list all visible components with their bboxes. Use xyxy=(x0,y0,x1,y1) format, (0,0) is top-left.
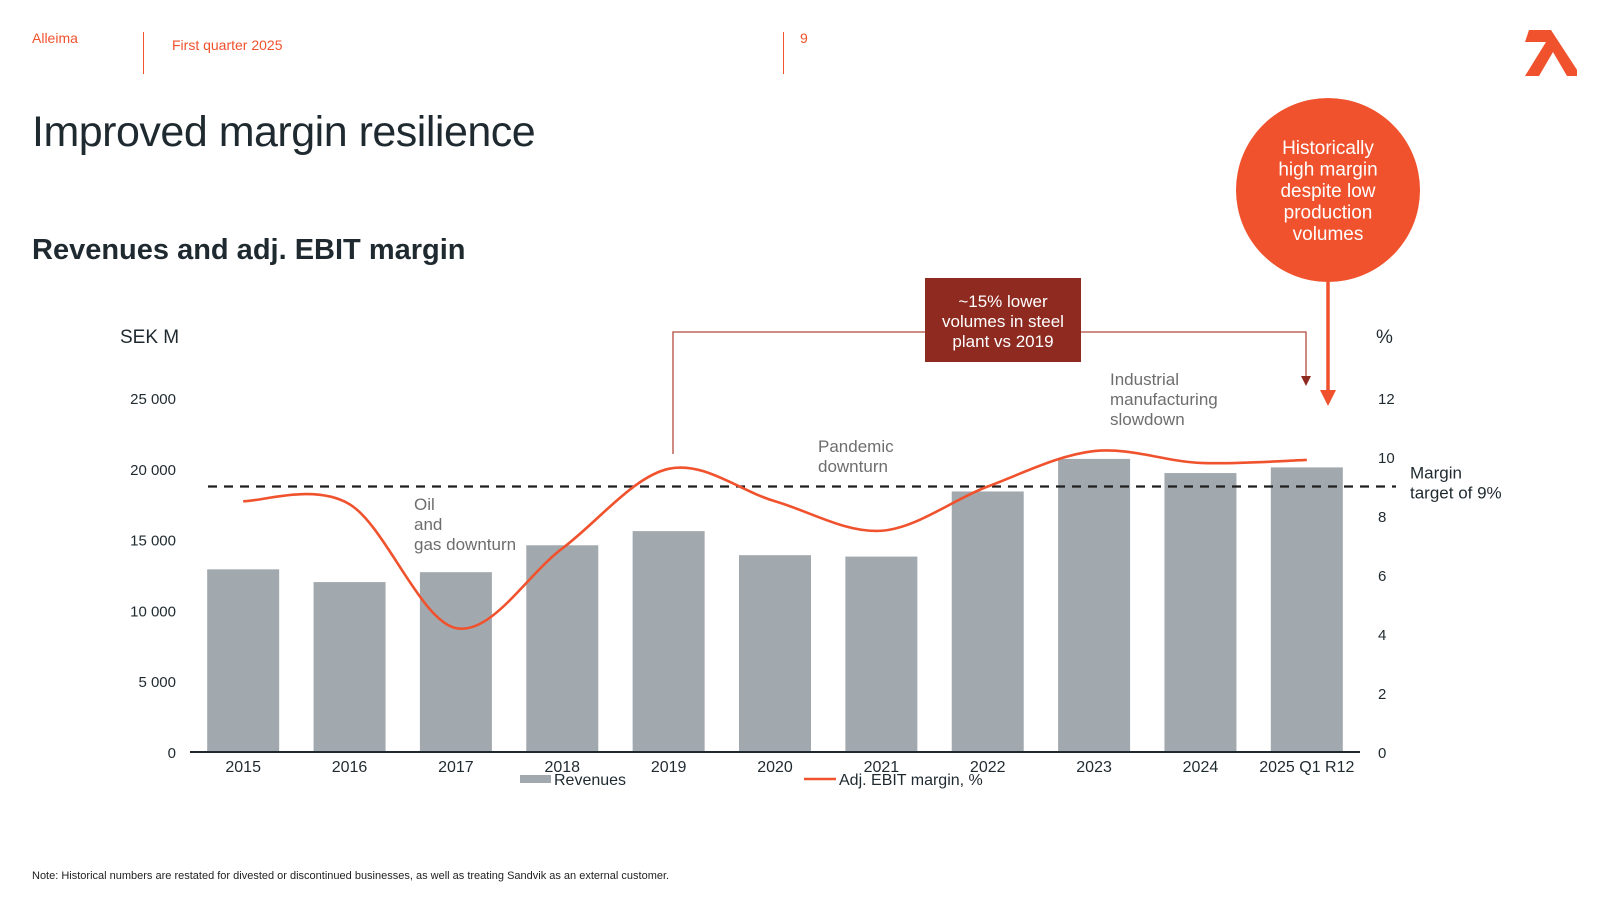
footnote: Note: Historical numbers are restated fo… xyxy=(32,870,670,882)
y-left-tick-label: 0 xyxy=(168,745,176,762)
legend-revenues-label: Revenues xyxy=(554,772,626,789)
annotation-industrial: Industrial manufacturing slowdown xyxy=(1110,370,1218,429)
annotation-pandemic: Pandemic downturn xyxy=(818,437,894,476)
y-right-tick-label: 10 xyxy=(1378,450,1395,467)
y-left-tick-label: 25 000 xyxy=(130,391,176,408)
bubble-arrowhead xyxy=(1320,390,1336,406)
y-right-tick-label: 6 xyxy=(1378,568,1386,585)
period-label: First quarter 2025 xyxy=(172,37,283,53)
header-divider-2 xyxy=(783,32,784,74)
y-right-tick-label: 4 xyxy=(1378,627,1386,644)
y-left-tick-label: 10 000 xyxy=(130,603,176,620)
y-left-tick-label: 5 000 xyxy=(138,674,176,691)
revenue-bar xyxy=(951,491,1024,752)
ebit-margin-line xyxy=(243,449,1307,630)
x-tick-label: 2025 Q1 R12 xyxy=(1259,759,1354,776)
legend-revenues-swatch xyxy=(520,775,551,783)
chart-subtitle: Revenues and adj. EBIT margin xyxy=(32,234,466,266)
page-number: 9 xyxy=(800,30,808,46)
x-tick-label: 2020 xyxy=(757,759,793,776)
company-name: Alleima xyxy=(32,30,78,46)
highlight-bubble-text: Historically high margin despite low produc… xyxy=(1278,138,1377,245)
header-divider-1 xyxy=(143,32,144,74)
y-right-tick-label: 0 xyxy=(1378,745,1386,762)
x-tick-label: 2021 xyxy=(864,759,900,776)
volume-callout-box xyxy=(925,278,1081,362)
margin-target-label: Margin target of 9% xyxy=(1410,464,1502,503)
legend-margin-label: Adj. EBIT margin, % xyxy=(839,772,983,789)
x-tick-label: 2017 xyxy=(438,759,474,776)
y-right-axis-label: % xyxy=(1376,327,1393,348)
revenue-bar xyxy=(1058,458,1131,752)
revenue-bar xyxy=(419,572,492,752)
x-tick-label: 2019 xyxy=(651,759,687,776)
x-tick-label: 2016 xyxy=(332,759,368,776)
revenue-bar xyxy=(1270,467,1343,752)
highlight-bubble xyxy=(1236,98,1420,282)
x-tick-label: 2015 xyxy=(225,759,261,776)
y-right-tick-label: 8 xyxy=(1378,509,1386,526)
revenue-bar xyxy=(632,531,705,752)
x-tick-label: 2024 xyxy=(1183,759,1219,776)
revenue-bar xyxy=(845,556,918,752)
revenue-bar xyxy=(526,545,599,752)
x-tick-label: 2022 xyxy=(970,759,1006,776)
y-right-tick-label: 12 xyxy=(1378,391,1395,408)
callout-arrowhead xyxy=(1301,376,1311,386)
revenue-margin-chart: SEK M % 0 5 000 10 000 15 000 20 000 25 000 0 2 4 6… xyxy=(120,98,1502,789)
revenue-bar xyxy=(1164,473,1237,752)
revenue-bar xyxy=(313,582,386,752)
x-tick-label: 2018 xyxy=(544,759,580,776)
volume-callout-text: ~15% lower volumes in steel plant vs 2019 xyxy=(942,292,1064,351)
x-tick-label: 2023 xyxy=(1076,759,1112,776)
page-title: Improved margin resilience xyxy=(32,108,536,156)
y-right-tick-label: 2 xyxy=(1378,686,1386,703)
y-left-tick-label: 20 000 xyxy=(130,462,176,479)
y-left-axis-label: SEK M xyxy=(120,327,179,348)
y-left-tick-label: 15 000 xyxy=(130,533,176,550)
revenue-bar xyxy=(207,569,280,752)
alleima-logo-icon xyxy=(1525,30,1577,76)
annotation-oil-gas: Oil and gas downturn xyxy=(414,495,516,554)
revenue-bar xyxy=(739,555,811,752)
